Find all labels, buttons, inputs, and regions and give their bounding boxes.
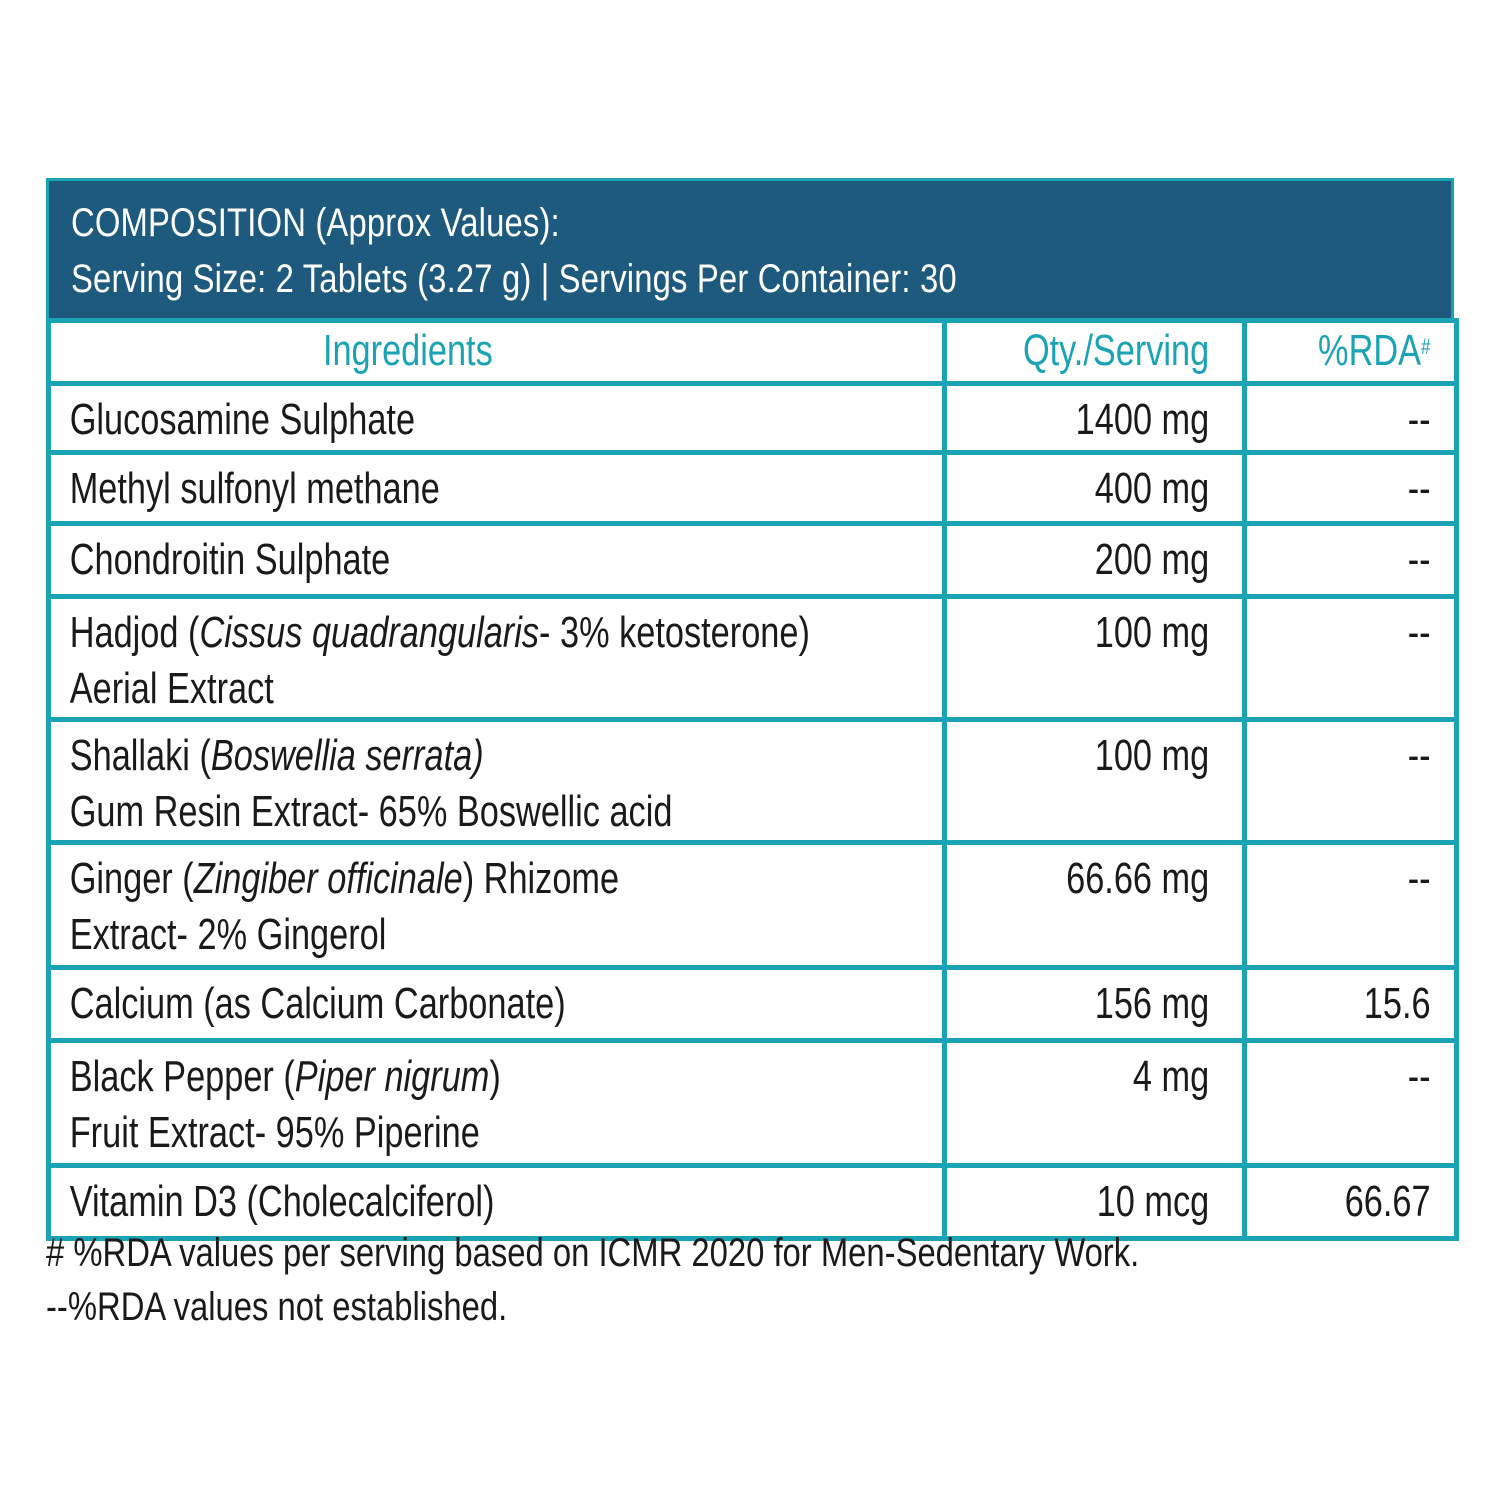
table-row: Calcium (as Calcium Carbonate) 156 mg 15… <box>46 965 1459 1043</box>
table-row: Black Pepper (Piper nigrum) Fruit Extrac… <box>46 1038 1459 1168</box>
table-row: Hadjod (Cissus quadrangularis- 3% ketost… <box>46 594 1459 722</box>
ingredient-rda: -- <box>1407 854 1431 903</box>
ingredient-qty: 100 mg <box>1094 608 1210 657</box>
ingredient-qty: 156 mg <box>1094 979 1210 1028</box>
ingredient-name: Hadjod (Cissus quadrangularis- 3% ketost… <box>69 608 810 657</box>
ingredient-name: Ginger (Zingiber officinale) Rhizome <box>69 854 620 903</box>
table-row: Vitamin D3 (Cholecalciferol) 10 mcg 66.6… <box>46 1163 1459 1241</box>
ingredient-name: Vitamin D3 (Cholecalciferol) <box>69 1177 495 1226</box>
ingredient-rda: -- <box>1407 464 1431 513</box>
ingredient-name-line2: Fruit Extract- 95% Piperine <box>69 1108 480 1157</box>
ingredient-name: Methyl sulfonyl methane <box>69 464 440 513</box>
composition-panel: COMPOSITION (Approx Values): Serving Siz… <box>46 178 1459 1241</box>
serving-info: Serving Size: 2 Tablets (3.27 g) | Servi… <box>71 257 957 301</box>
table-row: Ginger (Zingiber officinale) Rhizome Ext… <box>46 840 1459 970</box>
col-rda: %RDA# <box>1318 326 1431 375</box>
ingredient-name-line2: Extract- 2% Gingerol <box>69 910 387 959</box>
ingredient-rda: -- <box>1407 395 1431 444</box>
ingredient-qty: 100 mg <box>1094 731 1210 780</box>
ingredient-qty: 400 mg <box>1094 464 1210 513</box>
ingredient-name: Glucosamine Sulphate <box>69 395 416 444</box>
ingredient-rda: -- <box>1407 1052 1431 1101</box>
table-row: Methyl sulfonyl methane 400 mg -- <box>46 450 1459 526</box>
ingredient-qty: 200 mg <box>1094 535 1210 584</box>
col-qty: Qty./Serving <box>1022 326 1210 375</box>
table-row: Chondroitin Sulphate 200 mg -- <box>46 521 1459 599</box>
ingredient-rda: -- <box>1407 535 1431 584</box>
composition-title: COMPOSITION (Approx Values): <box>71 201 560 245</box>
ingredient-name-line2: Gum Resin Extract- 65% Boswellic acid <box>69 787 673 836</box>
ingredient-rda: 66.67 <box>1344 1177 1431 1226</box>
ingredient-name: Chondroitin Sulphate <box>69 535 391 584</box>
ingredient-rda: -- <box>1407 608 1431 657</box>
ingredient-qty: 10 mcg <box>1096 1177 1210 1226</box>
ingredient-name: Black Pepper (Piper nigrum) <box>69 1052 501 1101</box>
footnote-rda-basis: # %RDA values per serving based on ICMR … <box>46 1231 1140 1275</box>
ingredient-rda: 15.6 <box>1363 979 1431 1028</box>
ingredient-name-line2: Aerial Extract <box>69 664 274 713</box>
ingredient-rda: -- <box>1407 731 1431 780</box>
composition-header: COMPOSITION (Approx Values): Serving Siz… <box>46 178 1454 318</box>
ingredient-name: Calcium (as Calcium Carbonate) <box>69 979 566 1028</box>
ingredient-qty: 4 mg <box>1132 1052 1210 1101</box>
footnotes: # %RDA values per serving based on ICMR … <box>46 1226 1379 1334</box>
ingredient-name: Shallaki (Boswellia serrata) <box>69 731 484 780</box>
col-ingredients: Ingredients <box>322 326 493 375</box>
composition-table: Ingredients Qty./Serving %RDA# Glucosami… <box>46 318 1459 1241</box>
table-row: Glucosamine Sulphate 1400 mg -- <box>46 381 1459 455</box>
ingredient-qty: 1400 mg <box>1075 395 1210 444</box>
rda-footnote-mark: # <box>1421 334 1431 359</box>
table-row: Shallaki (Boswellia serrata) Gum Resin E… <box>46 717 1459 845</box>
table-header-row: Ingredients Qty./Serving %RDA# <box>46 318 1459 386</box>
ingredient-qty: 66.66 mg <box>1066 854 1210 903</box>
footnote-rda-not-established: --%RDA values not established. <box>46 1285 508 1329</box>
